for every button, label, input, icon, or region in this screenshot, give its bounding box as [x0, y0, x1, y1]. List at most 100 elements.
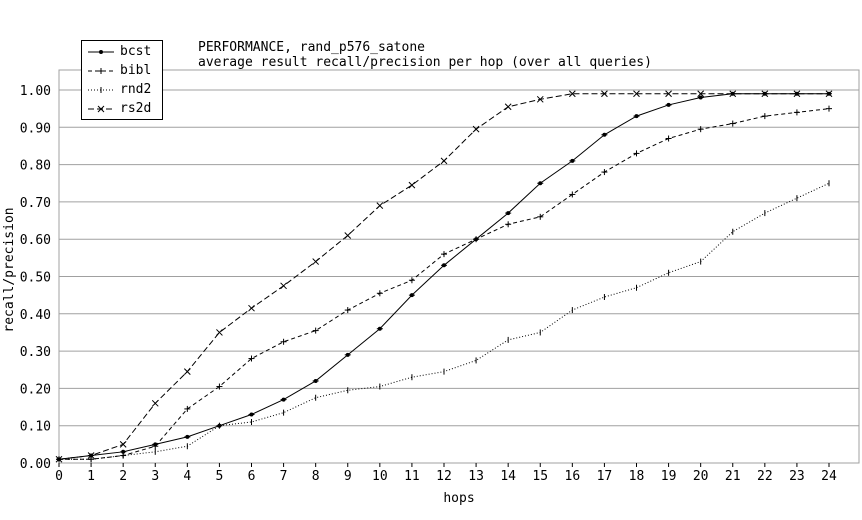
data-point-bibl — [344, 307, 351, 314]
data-point-bcst — [665, 102, 672, 107]
data-point-rs2d — [119, 440, 127, 448]
x-tick-label: 7 — [280, 469, 288, 484]
legend-label: bcst — [120, 44, 152, 59]
x-tick-label: 13 — [468, 469, 484, 484]
legend: bcst bibl rnd2 rs2d — [81, 40, 163, 120]
x-tick-label: 24 — [821, 469, 837, 484]
x-tick-label: 23 — [789, 469, 805, 484]
x-tick-label: 20 — [693, 469, 709, 484]
data-point-bcst — [505, 211, 512, 216]
data-point-bibl — [793, 109, 800, 116]
data-point-bcst — [120, 449, 127, 454]
legend-item-rnd2: rnd2 — [82, 81, 162, 99]
legend-item-rs2d: rs2d — [82, 100, 162, 118]
x-tick-label: 3 — [151, 469, 159, 484]
legend-label: rnd2 — [120, 82, 152, 97]
data-point-rs2d — [729, 90, 737, 98]
data-point-rs2d — [793, 90, 801, 98]
data-point-bcst — [184, 434, 191, 439]
data-point-bcst — [441, 263, 447, 268]
x-tick-label: 22 — [757, 469, 773, 484]
data-point-rs2d — [761, 90, 769, 98]
data-point-bibl — [441, 251, 447, 258]
y-tick-label: 0.00 — [20, 457, 51, 472]
data-point-rs2d — [536, 95, 544, 103]
y-tick-label: 0.60 — [20, 233, 51, 248]
x-tick-label: 4 — [183, 469, 191, 484]
legend-item-bibl: bibl — [82, 62, 162, 80]
plot-frame — [58, 69, 860, 464]
data-point-bibl — [826, 105, 832, 112]
data-point-bibl — [376, 290, 383, 297]
series-lines — [55, 90, 833, 463]
data-point-bibl — [152, 443, 159, 450]
x-tick-label: 14 — [500, 469, 516, 484]
x-tick-label: 21 — [725, 469, 741, 484]
data-point-bibl — [537, 213, 544, 220]
data-point-rs2d — [568, 90, 576, 98]
legend-label: bibl — [120, 63, 152, 78]
data-point-bibl — [601, 169, 608, 176]
data-point-bcst — [537, 181, 544, 186]
data-point-rs2d — [280, 282, 287, 290]
data-point-rs2d — [825, 90, 833, 98]
legend-marker-rs2d — [97, 105, 105, 113]
data-point-bibl — [633, 150, 640, 157]
grid-lines — [59, 89, 859, 464]
y-tick-label: 1.00 — [20, 84, 51, 99]
data-point-rs2d — [248, 304, 255, 312]
x-tick-label: 12 — [436, 469, 452, 484]
tick-labels: 0.00 0.10 0.20 0.30 0.40 0.50 0.60 0.70 0.80 0.90… — [20, 84, 837, 484]
x-tick-label: 11 — [404, 469, 420, 484]
data-point-bcst — [344, 352, 351, 357]
y-axis-label: recall/precision — [2, 207, 17, 332]
x-tick-label: 9 — [344, 469, 352, 484]
data-point-bibl — [729, 120, 736, 127]
x-tick-label: 17 — [597, 469, 613, 484]
x-tick-label: 18 — [629, 469, 645, 484]
data-point-rs2d — [55, 455, 63, 463]
series-rnd2 — [58, 180, 830, 463]
data-point-rs2d — [472, 125, 480, 133]
legend-swatch-rs2d — [88, 105, 114, 113]
data-point-rs2d — [440, 157, 448, 165]
y-tick-label: 0.30 — [20, 345, 51, 360]
data-point-rs2d — [183, 368, 191, 375]
data-point-bibl — [248, 355, 255, 362]
data-point-rs2d — [408, 181, 416, 189]
x-tick-label: 6 — [248, 469, 256, 484]
data-point-bcst — [408, 293, 415, 298]
data-point-bibl — [408, 277, 415, 284]
legend-swatch-bibl — [88, 68, 114, 74]
data-point-rs2d — [633, 90, 640, 98]
data-point-rs2d — [601, 90, 608, 98]
data-point-rs2d — [697, 90, 705, 98]
series-line-rnd2 — [59, 182, 830, 460]
legend-marker-bcst — [98, 50, 104, 54]
data-point-bibl — [569, 191, 576, 198]
x-tick-label: 1 — [87, 469, 95, 484]
data-point-bibl — [312, 327, 319, 334]
axes — [58, 69, 860, 467]
data-point-bibl — [665, 135, 672, 142]
data-point-rs2d — [376, 202, 384, 209]
data-point-bcst — [248, 412, 255, 417]
data-point-bibl — [761, 113, 768, 120]
x-tick-label: 0 — [55, 469, 63, 484]
data-point-rs2d — [87, 452, 95, 459]
legend-label: rs2d — [120, 101, 152, 116]
legend-swatch-rnd2 — [88, 87, 114, 93]
chart-subtitle: average result recall/precision per hop … — [198, 55, 652, 70]
data-point-rs2d — [344, 232, 352, 239]
chart-title: PERFORMANCE, rand_p576_satone — [198, 40, 425, 55]
x-tick-label: 19 — [661, 469, 677, 484]
y-tick-label: 0.10 — [20, 420, 51, 435]
x-tick-label: 5 — [216, 469, 224, 484]
y-tick-label: 0.40 — [20, 308, 51, 323]
y-tick-label: 0.80 — [20, 159, 51, 174]
series-rs2d — [55, 90, 833, 463]
data-point-rs2d — [151, 399, 159, 407]
x-tick-label: 2 — [119, 469, 127, 484]
data-point-rs2d — [312, 258, 320, 265]
